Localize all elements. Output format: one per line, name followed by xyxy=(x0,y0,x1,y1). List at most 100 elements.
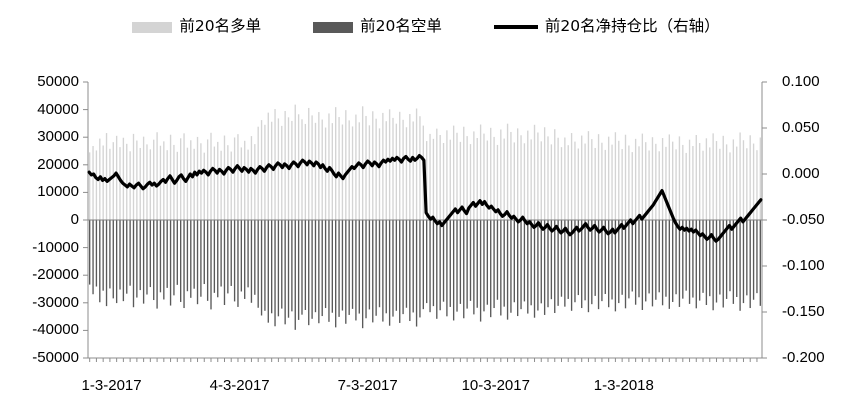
bar-long xyxy=(729,152,731,220)
bar-short xyxy=(463,220,465,319)
bar-short xyxy=(105,220,108,307)
y-axis-left-tick-label: -30000 xyxy=(32,293,79,311)
y-axis-left-tick-label: -40000 xyxy=(32,321,79,339)
bar-short xyxy=(641,220,644,310)
y-axis-left-tick-label: 50000 xyxy=(37,73,79,90)
bar-short xyxy=(210,220,212,310)
bar-short xyxy=(621,220,623,295)
bar-long xyxy=(486,140,489,220)
bar-long xyxy=(244,140,246,220)
bar-short xyxy=(244,220,246,299)
bar-short xyxy=(200,220,202,297)
bar-short xyxy=(99,220,101,303)
bar-short xyxy=(223,220,226,306)
bar-long xyxy=(439,134,441,220)
bar-short xyxy=(631,220,633,292)
bar-short xyxy=(338,220,340,317)
bar-short xyxy=(287,220,290,318)
bar-short xyxy=(126,220,128,294)
bar-short xyxy=(584,220,586,301)
legend-item-2[interactable]: 前20名空单 xyxy=(313,19,442,35)
bar-short xyxy=(746,220,748,296)
bar-short xyxy=(675,220,677,295)
bar-long xyxy=(122,137,125,220)
bar-long xyxy=(399,111,401,220)
bar-short xyxy=(311,220,313,319)
bar-long xyxy=(567,145,569,220)
bar-short xyxy=(89,220,91,285)
bar-short xyxy=(533,220,536,318)
bar-short xyxy=(348,220,350,315)
bar-short xyxy=(634,220,637,305)
bar-short xyxy=(193,220,195,289)
legend-item-1[interactable]: 前20名多单 xyxy=(132,19,261,35)
bar-long xyxy=(314,122,317,220)
axis-group xyxy=(83,81,767,362)
bar-short xyxy=(624,220,627,309)
bar-short xyxy=(439,220,441,311)
y-axis-left-tick-label: 30000 xyxy=(37,128,79,146)
bar-short xyxy=(567,220,569,299)
bar-short xyxy=(503,220,505,307)
bar-long xyxy=(132,133,135,220)
bar-long xyxy=(517,128,519,220)
bar-long xyxy=(469,144,472,220)
y-axis-left-tick-label: 40000 xyxy=(37,100,79,118)
bar-short xyxy=(240,220,243,292)
chart-legend: 前20名多单 前20名空单 前20名净持仓比（右轴） xyxy=(0,14,852,40)
bar-long xyxy=(409,114,411,220)
bar-long xyxy=(324,127,327,220)
bar-long xyxy=(591,139,593,220)
bar-short xyxy=(335,220,337,328)
bar-short xyxy=(520,220,522,310)
bar-long xyxy=(102,145,104,220)
bar-long xyxy=(304,123,307,220)
bar-long xyxy=(240,147,243,220)
bar-long xyxy=(651,137,654,220)
bar-short xyxy=(479,220,482,322)
bar-short xyxy=(419,220,421,318)
bar-short xyxy=(614,220,617,312)
bar-long xyxy=(648,150,650,220)
bar-short xyxy=(284,220,286,325)
bar-long xyxy=(233,137,236,220)
bar-long xyxy=(153,139,155,220)
bar-long xyxy=(682,144,684,220)
bar-long xyxy=(547,136,549,220)
bar-long xyxy=(311,115,313,220)
bar-short xyxy=(456,220,458,312)
bar-long xyxy=(119,147,121,220)
bar-short xyxy=(692,220,694,298)
bar-short xyxy=(365,220,367,319)
bar-long xyxy=(146,144,148,220)
bar-short xyxy=(328,220,330,322)
bar-short xyxy=(661,220,664,306)
bar-long xyxy=(412,121,414,220)
bar-long xyxy=(136,140,138,220)
bar-long xyxy=(554,129,556,220)
bar-short xyxy=(577,220,580,296)
bar-short xyxy=(206,220,209,301)
bar-short xyxy=(378,220,381,308)
bar-long xyxy=(456,132,458,220)
bar-short xyxy=(564,220,566,307)
bar-short xyxy=(382,220,384,322)
bar-long xyxy=(375,118,377,220)
bar-long xyxy=(510,131,512,220)
bar-short xyxy=(469,220,472,301)
bar-long xyxy=(607,136,610,220)
bar-long xyxy=(335,107,337,220)
bar-long xyxy=(277,118,280,220)
bar-short xyxy=(493,220,495,309)
bar-short xyxy=(554,220,556,314)
bar-short xyxy=(260,220,263,316)
bar-short xyxy=(527,220,529,314)
bar-short xyxy=(274,220,276,327)
bar-long xyxy=(736,146,738,220)
bar-short xyxy=(506,220,509,320)
bar-long xyxy=(257,126,259,220)
bar-long xyxy=(523,143,526,220)
x-axis-tick-label: 1-3-2018 xyxy=(593,377,654,394)
legend-item-3[interactable]: 前20名净持仓比（右轴） xyxy=(493,19,720,35)
bar-short xyxy=(442,220,445,302)
